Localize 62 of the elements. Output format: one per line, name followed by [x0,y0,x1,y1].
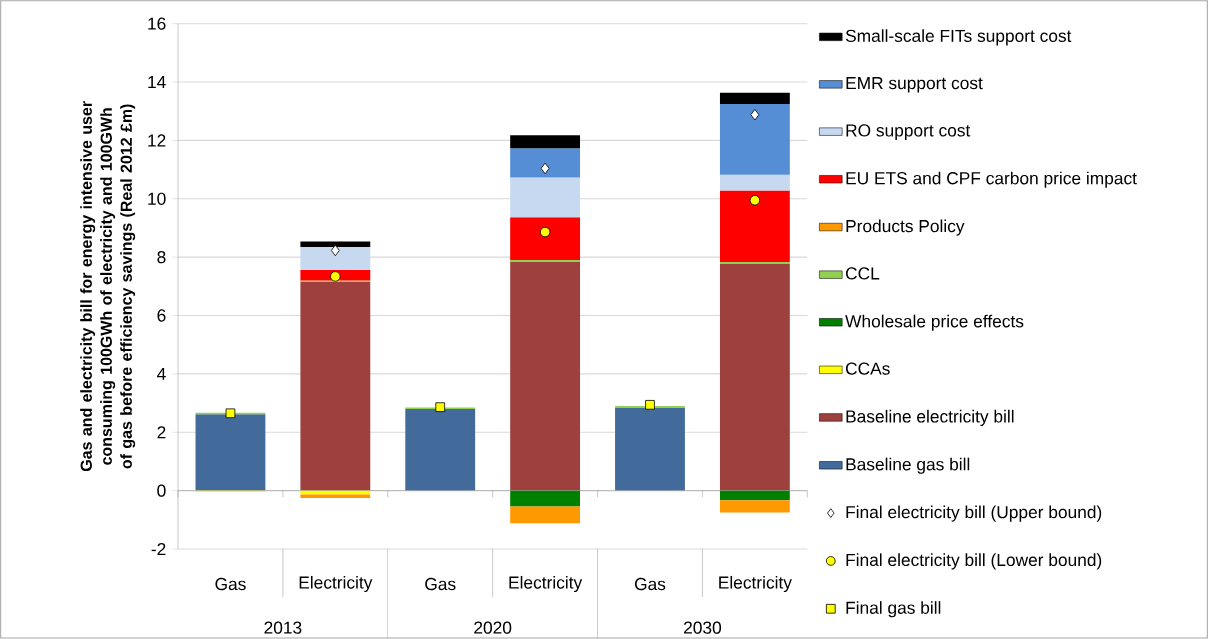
bar [510,490,581,507]
x-tick-label: Gas [634,578,666,591]
bar [719,500,790,513]
bar [510,148,581,178]
x-tick-label: Electricity [719,576,792,593]
y-tick-label: 16 [148,17,166,30]
legend-label: Products Policy [846,219,965,236]
bar [300,282,371,491]
y-tick-label: 12 [148,134,166,147]
text: 2013 [264,621,302,634]
legend-label: RO support cost [846,124,971,141]
legend-label: Baseline gas bill [846,457,970,475]
bar [615,407,685,491]
y-tick-label: 2 [157,426,166,439]
x-tick-label: Gas [425,578,456,591]
bar [719,490,790,501]
point [225,408,236,419]
text: 2020 [474,621,512,634]
y-tick-label: -2 [151,543,166,556]
y-axis-title: Gas and electricity bill for energy intensive user consuming 100GWh of electricity and 100GWh of gas before efficiency savings (Real 2012 £m) [80,101,136,472]
point [435,402,446,413]
legend-label: EMR support cost [846,77,983,93]
legend-label: CCAs [845,362,890,375]
bar [719,93,790,105]
point [539,227,551,238]
legend-label: EU ETS and CPF carbon price impact [846,171,1137,188]
bar [300,247,371,271]
point [330,271,341,282]
point [540,162,550,175]
legend-label: Final electricity bill (Lower bound) [846,553,1102,570]
bar [719,175,790,191]
y-tick-label: 10 [148,192,166,206]
point [750,109,760,121]
legend-label: Final electricity bill (Upper bound) [846,505,1102,522]
bar [510,177,581,218]
bar [510,135,581,149]
legend-label: Baseline electricity bill [846,410,1014,427]
y-tick-label: 8 [157,251,166,264]
legend-label: Wholesale price effects [845,314,1024,331]
point [749,195,761,206]
bar [719,263,790,491]
text: 2030 [684,621,722,634]
bar [510,261,581,491]
bar [510,506,581,524]
y-tick-label: 4 [157,368,166,381]
bar [405,409,476,491]
x-tick-label: Electricity [509,576,583,593]
y-tick-label: 6 [157,309,166,322]
legend-label: Small-scale FITs support cost [845,29,1072,46]
bar [719,190,790,263]
x-tick-label: Gas [215,578,246,591]
legend-label: CCL [845,267,880,280]
point [645,400,655,410]
bar [719,104,790,176]
point [330,244,340,257]
y-tick-label: 0 [157,484,166,497]
bar [300,494,371,499]
legend-label: Final gas bill [846,601,941,618]
bar [195,414,266,491]
y-tick-label: 14 [148,76,166,89]
bar [510,217,581,261]
x-tick-label: Electricity [299,576,373,593]
